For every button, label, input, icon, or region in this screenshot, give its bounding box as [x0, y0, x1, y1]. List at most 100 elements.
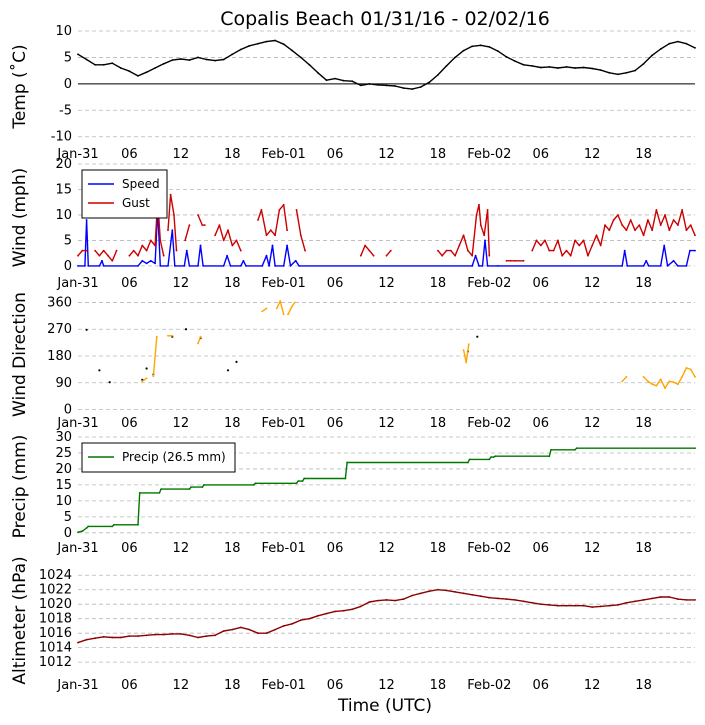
data-point — [411, 88, 414, 90]
data-point — [539, 603, 542, 606]
data-point — [677, 383, 679, 386]
data-point — [248, 44, 251, 47]
data-point — [184, 239, 187, 242]
data-point — [160, 488, 163, 490]
data-point — [479, 595, 482, 598]
data-point — [484, 239, 486, 242]
data-point — [119, 636, 122, 639]
data-point — [478, 265, 480, 267]
series-line — [276, 300, 285, 315]
data-point — [188, 634, 191, 637]
data-point — [229, 265, 232, 267]
data-point — [617, 73, 619, 76]
data-point — [137, 523, 139, 526]
data-point — [275, 307, 278, 310]
data-point — [94, 63, 96, 66]
data-point — [462, 349, 465, 351]
series-line — [437, 204, 490, 257]
data-point — [274, 39, 276, 42]
data-point — [222, 58, 225, 61]
data-point — [372, 254, 375, 257]
data-point — [154, 633, 157, 636]
data-point — [411, 594, 414, 597]
y-axis-label: Wind Direction — [10, 292, 30, 417]
data-point — [214, 634, 217, 637]
data-point — [286, 244, 288, 247]
data-point — [694, 249, 696, 252]
y-tick-label: 15 — [55, 478, 72, 493]
y-tick-label: 1016 — [39, 626, 72, 641]
data-point — [587, 254, 589, 257]
chart-title: Copalis Beach 01/31/16 - 02/02/16 — [220, 8, 550, 30]
data-point — [642, 599, 645, 601]
data-point — [651, 597, 654, 600]
data-point — [668, 229, 671, 232]
data-point — [85, 638, 88, 641]
data-point — [167, 334, 169, 337]
data-point — [672, 219, 675, 221]
data-point — [557, 604, 559, 607]
data-point — [685, 367, 688, 369]
x-tick-label: 12 — [378, 147, 395, 162]
data-point — [599, 244, 602, 247]
x-tick-label: 06 — [121, 541, 138, 556]
data-point — [111, 525, 114, 528]
data-point — [625, 375, 628, 378]
data-point — [154, 262, 157, 265]
data-point — [190, 486, 193, 488]
data-point — [445, 249, 448, 252]
data-point — [308, 63, 311, 66]
data-point — [659, 378, 662, 381]
data-point — [608, 229, 611, 232]
data-point — [119, 67, 122, 69]
legend-label: Precip (26.5 mm) — [122, 450, 226, 464]
data-point — [574, 239, 576, 242]
data-point — [308, 617, 311, 620]
data-point — [145, 634, 148, 637]
x-tick-label: 06 — [327, 541, 344, 556]
data-point — [685, 229, 688, 232]
y-tick-label: 20 — [55, 462, 72, 477]
data-point — [617, 214, 619, 216]
data-point — [287, 313, 289, 316]
y-axis-label: Precip (mm) — [10, 435, 30, 539]
data-point — [141, 244, 144, 247]
x-tick-label: 18 — [224, 416, 241, 431]
data-point — [557, 67, 559, 69]
data-point — [197, 265, 199, 267]
x-tick-label: Feb-01 — [262, 416, 306, 431]
x-tick-label: 12 — [173, 541, 190, 556]
data-point — [169, 193, 172, 196]
data-point — [257, 42, 259, 45]
data-point — [269, 229, 272, 232]
data-point — [205, 58, 208, 61]
data-point — [85, 219, 88, 221]
data-point — [85, 527, 88, 529]
data-point — [486, 265, 489, 267]
data-point — [128, 254, 131, 257]
data-point — [235, 239, 238, 242]
data-point — [111, 636, 114, 639]
data-point — [621, 265, 624, 267]
data-point — [462, 49, 465, 52]
data-point — [159, 265, 162, 267]
data-point — [214, 59, 217, 62]
x-tick-label: 06 — [532, 541, 549, 556]
y-tick-label: 25 — [55, 446, 72, 461]
x-tick-label: 18 — [635, 276, 652, 291]
x-tick-label: 06 — [327, 147, 344, 162]
data-point — [85, 328, 88, 331]
data-point — [402, 87, 405, 89]
data-point — [282, 265, 285, 267]
data-point — [655, 384, 658, 387]
x-tick-label: 06 — [121, 276, 138, 291]
series-line — [287, 302, 296, 315]
series-line — [184, 224, 191, 241]
data-point — [368, 601, 371, 603]
data-point — [149, 259, 152, 262]
x-tick-label: 18 — [430, 678, 447, 693]
y-tick-label: 1014 — [39, 641, 72, 656]
data-point — [179, 633, 182, 635]
data-point — [565, 66, 568, 68]
